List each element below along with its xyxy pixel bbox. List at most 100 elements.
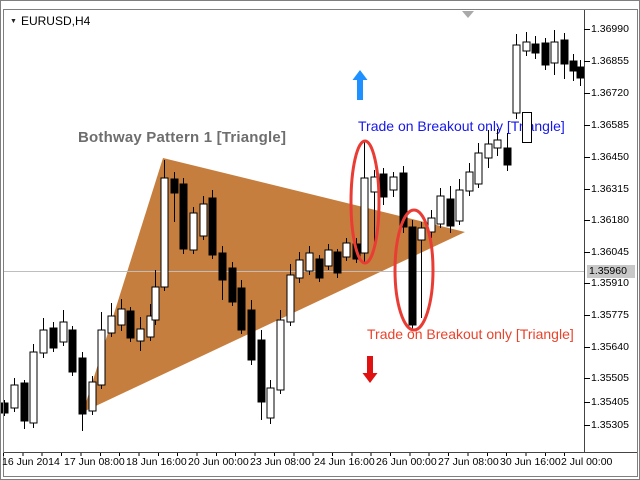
bear-candle-body <box>333 251 342 274</box>
symbol-selector[interactable]: ▼ EURUSD,H4 <box>10 14 90 28</box>
price-label: 1.35775 <box>591 309 629 321</box>
bull-candle-body <box>276 319 285 391</box>
bull-candle-body <box>493 139 502 149</box>
bear-candle-body <box>20 382 29 422</box>
bear-candle-body <box>0 402 9 414</box>
bull-candle-body <box>286 274 295 323</box>
time-label: 16 Jun 2014 <box>2 456 60 468</box>
bear-candle-body <box>257 339 266 403</box>
bear-candle-body <box>237 287 246 331</box>
bull-candle-body <box>151 286 160 321</box>
bear-candle-body <box>78 357 87 415</box>
bear-candle-body <box>503 147 512 166</box>
price-label: 1.36585 <box>591 119 629 131</box>
bull-candle-body <box>29 351 38 424</box>
bear-candle-body <box>408 226 417 326</box>
time-label: 27 Jun 08:00 <box>438 456 499 468</box>
bear-candle-body <box>170 178 179 194</box>
breakout-ellipse <box>393 208 435 332</box>
bear-candle-body <box>218 252 227 281</box>
bull-candle-body <box>342 242 351 258</box>
price-label: 1.36855 <box>591 55 629 67</box>
chevron-down-icon: ▼ <box>10 17 17 25</box>
time-label: 24 Jun 16:00 <box>314 456 375 468</box>
bull-candle-body <box>474 152 483 185</box>
bull-candle-body <box>522 41 531 52</box>
price-label: 1.35305 <box>591 419 629 431</box>
time-label: 30 Jun 16:00 <box>500 456 561 468</box>
bull-candle-body <box>550 41 559 64</box>
down-arrow-icon <box>362 356 378 383</box>
price-label: 1.36720 <box>591 87 629 99</box>
bull-candle-body <box>436 195 445 225</box>
bull-candle-body <box>360 177 369 254</box>
bear-candle-body <box>531 43 540 54</box>
bear-candle-body <box>569 60 578 72</box>
bull-candle-body <box>88 381 97 412</box>
bear-candle-body <box>560 39 569 65</box>
triangle-pattern-shape <box>83 158 465 412</box>
bear-candle-body <box>446 198 455 227</box>
bear-candle-body <box>352 243 361 260</box>
price-label: 1.35405 <box>591 396 629 408</box>
bull-candle-body <box>417 227 426 241</box>
time-label: 23 Jun 08:00 <box>250 456 311 468</box>
chart-frame <box>3 9 638 477</box>
price-label: 1.36315 <box>591 183 629 195</box>
bull-candle-body <box>324 249 333 267</box>
bull-candle-body <box>199 203 208 237</box>
chart-shift-marker <box>462 11 474 18</box>
price-label: 1.36180 <box>591 214 629 226</box>
bear-candle-body <box>541 42 550 66</box>
bull-candle-body <box>189 212 198 251</box>
bull-candle-body <box>160 177 169 288</box>
bull-candle-body <box>295 259 304 279</box>
bear-candle-body <box>576 66 585 79</box>
bear-candle-body <box>379 173 388 198</box>
time-label: 20 Jun 00:00 <box>188 456 249 468</box>
bull-candle-body <box>427 217 436 233</box>
bull-candle-body <box>59 321 68 343</box>
price-label: 1.35640 <box>591 341 629 353</box>
bull-candle-body <box>370 176 379 193</box>
bull-candle-body <box>305 252 314 272</box>
bull-candle-body <box>39 329 48 354</box>
bid-price-tag: 1.35960 <box>587 265 635 278</box>
bull-candle-body <box>10 384 19 409</box>
price-label: 1.36450 <box>591 151 629 163</box>
breakout-up-annotation[interactable]: Trade on Breakout only [Triangle] <box>358 118 565 134</box>
bear-candle-body <box>399 172 408 228</box>
bear-candle-body <box>228 267 237 303</box>
time-label: 18 Jun 16:00 <box>126 456 187 468</box>
bull-candle-body <box>484 143 493 159</box>
bear-candle-body <box>126 310 135 339</box>
breakout-ellipse <box>349 139 381 265</box>
bear-candle-body <box>179 183 188 250</box>
bull-candle-body <box>389 176 398 191</box>
pattern-title-label[interactable]: Bothway Pattern 1 [Triangle] <box>78 129 287 146</box>
bull-candle-body <box>97 329 106 386</box>
time-label: 26 Jun 00:00 <box>376 456 437 468</box>
price-label: 1.35910 <box>591 277 629 289</box>
price-label: 1.36045 <box>591 246 629 258</box>
bear-candle-body <box>68 329 77 373</box>
bear-candle-body <box>247 309 256 361</box>
breakout-down-annotation[interactable]: Trade on Breakout only [Triangle] <box>367 326 574 342</box>
bull-candle-body <box>107 315 116 334</box>
bull-candle-body <box>266 387 275 419</box>
bull-candle-body <box>136 328 145 342</box>
bull-candle-body <box>512 44 521 114</box>
price-label: 1.35505 <box>591 372 629 384</box>
symbol-timeframe-label: EURUSD,H4 <box>20 14 91 28</box>
up-arrow-icon <box>352 70 368 100</box>
bull-candle-body <box>117 308 126 326</box>
bull-candle-body <box>455 189 464 222</box>
time-label: 17 Jun 08:00 <box>64 456 125 468</box>
bear-candle-body <box>49 327 58 349</box>
bull-candle-body <box>465 171 474 192</box>
